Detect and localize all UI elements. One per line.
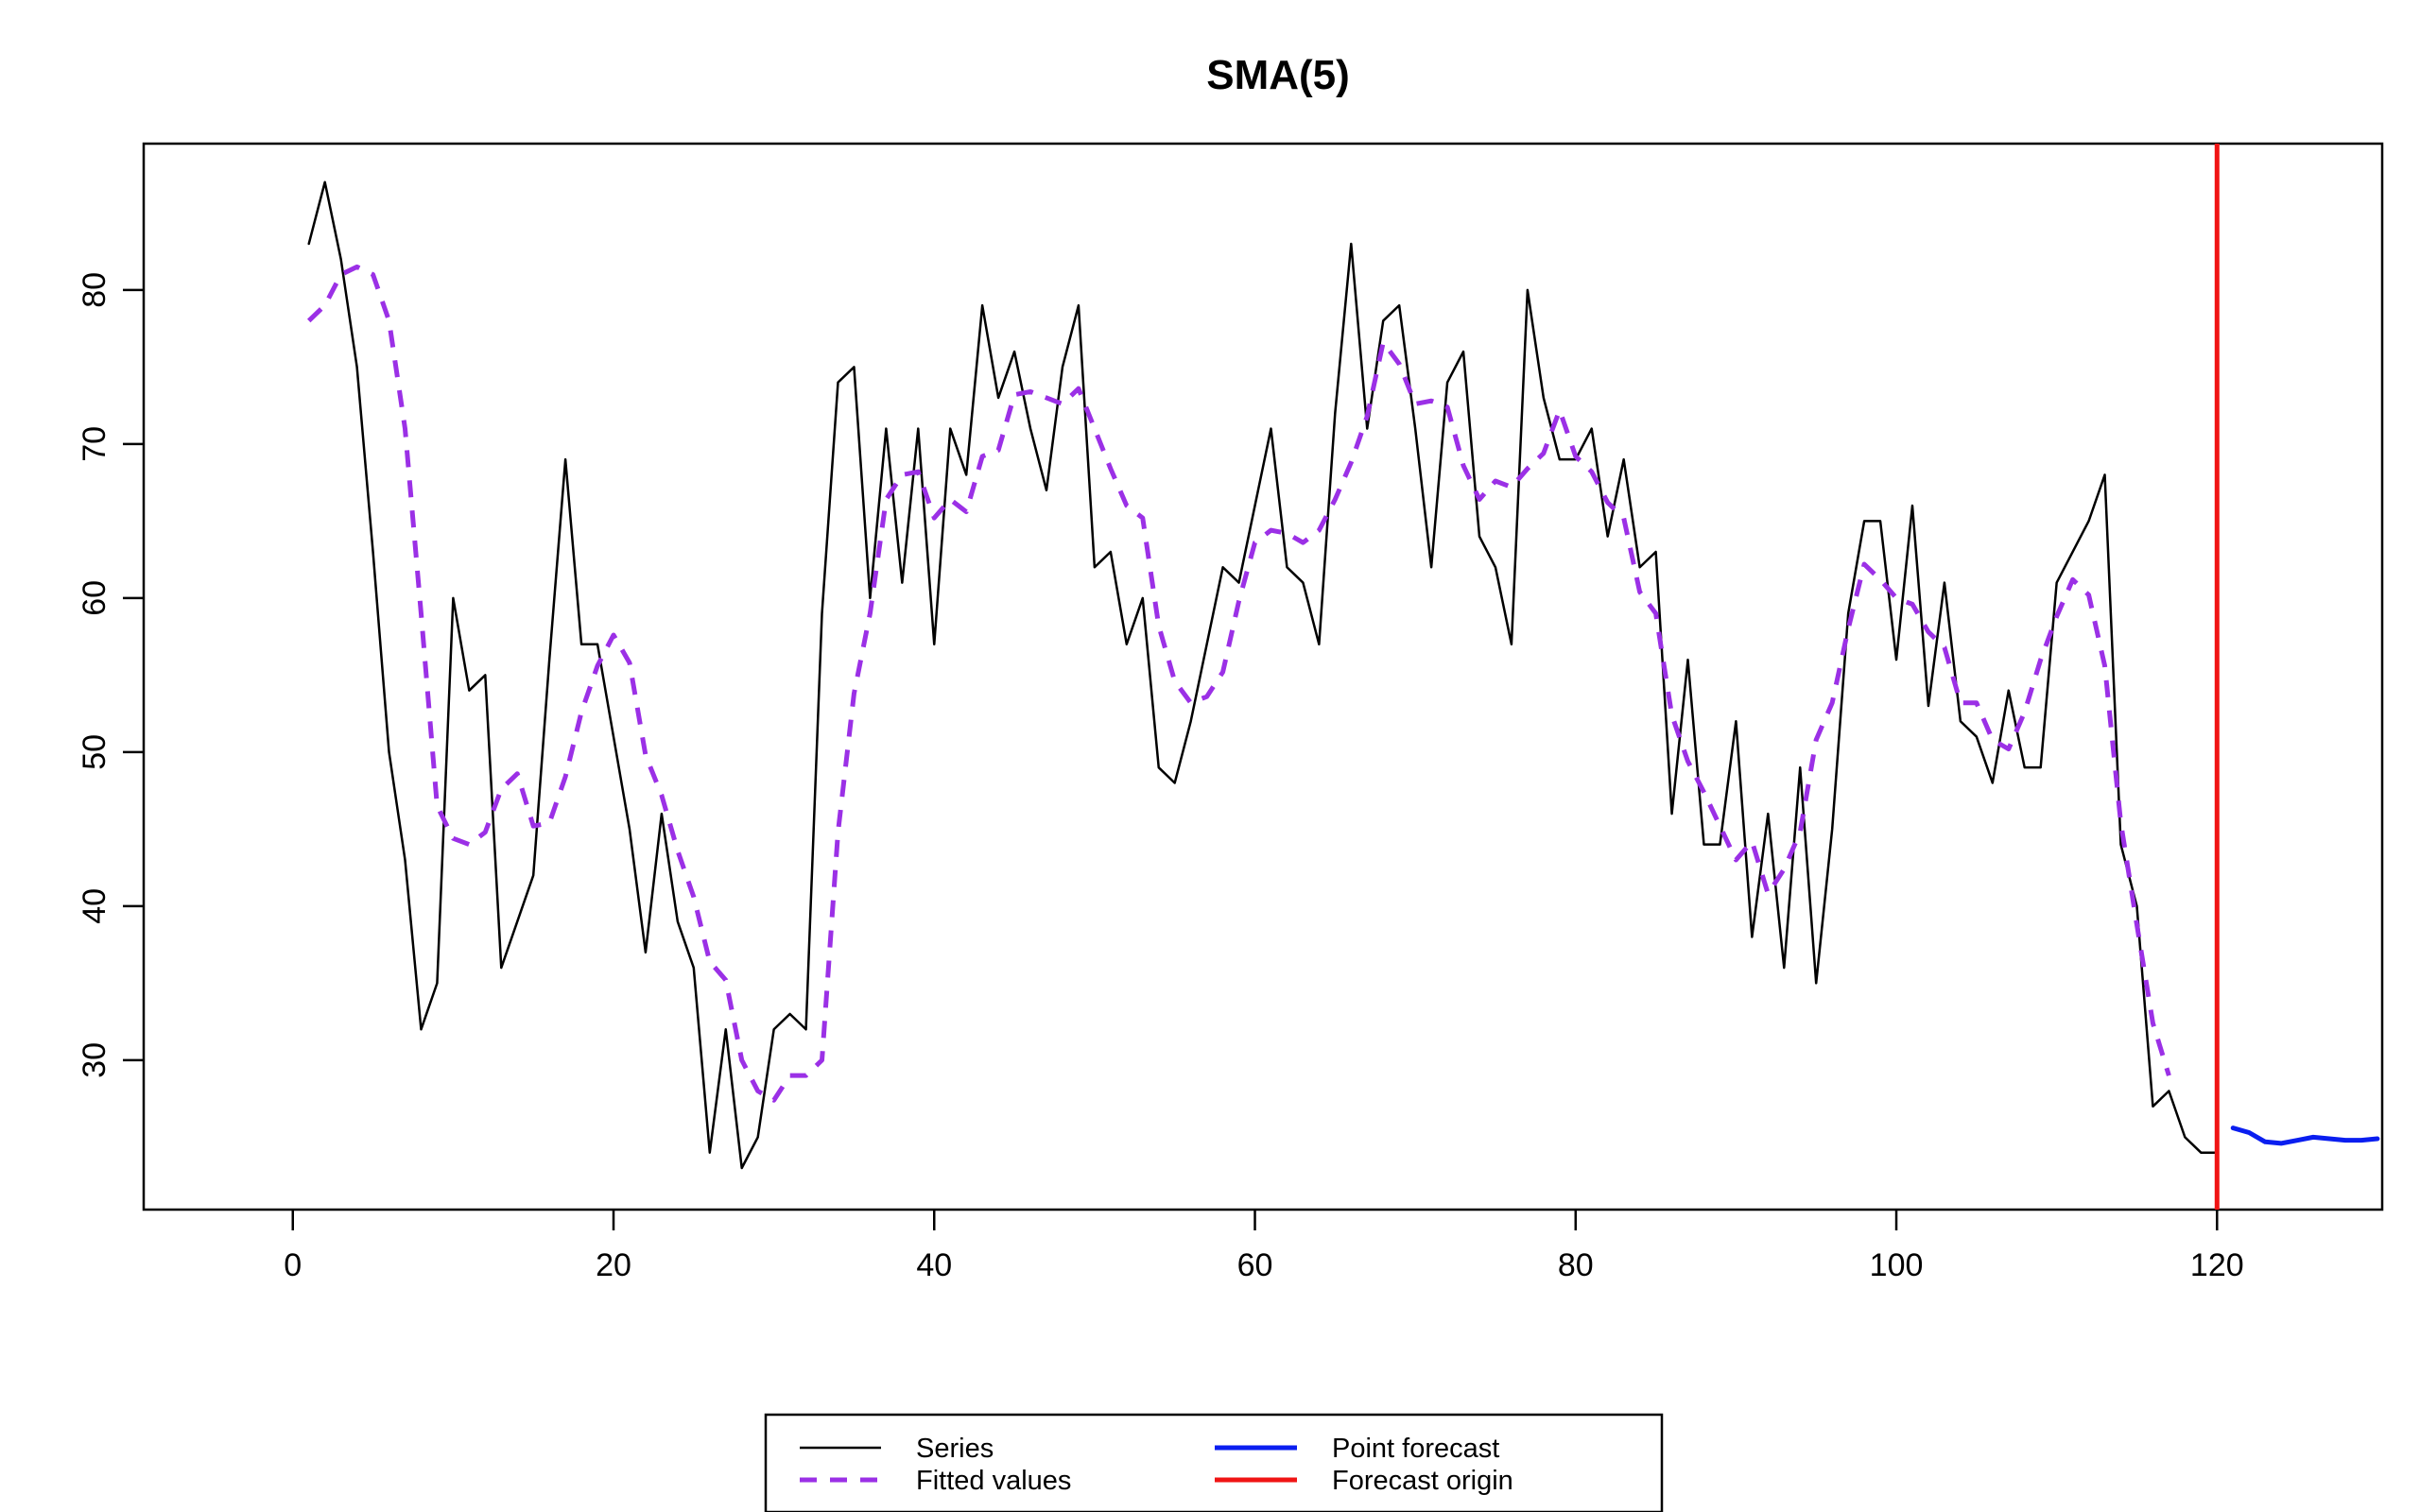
legend-label-forecast-origin: Forecast origin [1332, 1466, 1513, 1496]
y-tick-label: 40 [77, 888, 112, 924]
x-tick-label: 20 [596, 1247, 631, 1283]
legend-box [764, 1413, 1664, 1512]
x-tick-label: 60 [1237, 1247, 1273, 1283]
y-tick-label: 60 [77, 580, 112, 616]
plot-frame [142, 142, 2384, 1211]
y-tick-label: 70 [77, 426, 112, 462]
chart-title: SMA(5) [1206, 52, 1350, 98]
legend-label-series: Series [916, 1434, 994, 1464]
x-tick-label: 120 [2190, 1247, 2244, 1283]
x-tick-label: 80 [1558, 1247, 1594, 1283]
y-tick-label: 80 [77, 272, 112, 308]
legend: Series Fitted values Point forecast Fore… [764, 1413, 1664, 1512]
x-tick-label: 100 [1870, 1247, 1924, 1283]
series-line-2 [2230, 1125, 2380, 1146]
y-tick-label: 50 [77, 734, 112, 770]
plot-lines [306, 144, 2380, 1210]
series-line-1 [306, 264, 2171, 1103]
x-tick-label: 0 [284, 1247, 302, 1283]
x-tick-label: 40 [916, 1247, 952, 1283]
y-tick-label: 30 [77, 1042, 112, 1078]
series-line-0 [307, 180, 2219, 1170]
axis-ticks: 0 20 40 60 80 100 120 30 40 50 60 70 80 [77, 272, 2244, 1283]
legend-label-fitted: Fitted values [916, 1466, 1071, 1496]
legend-label-point-forecast: Point forecast [1332, 1434, 1499, 1464]
